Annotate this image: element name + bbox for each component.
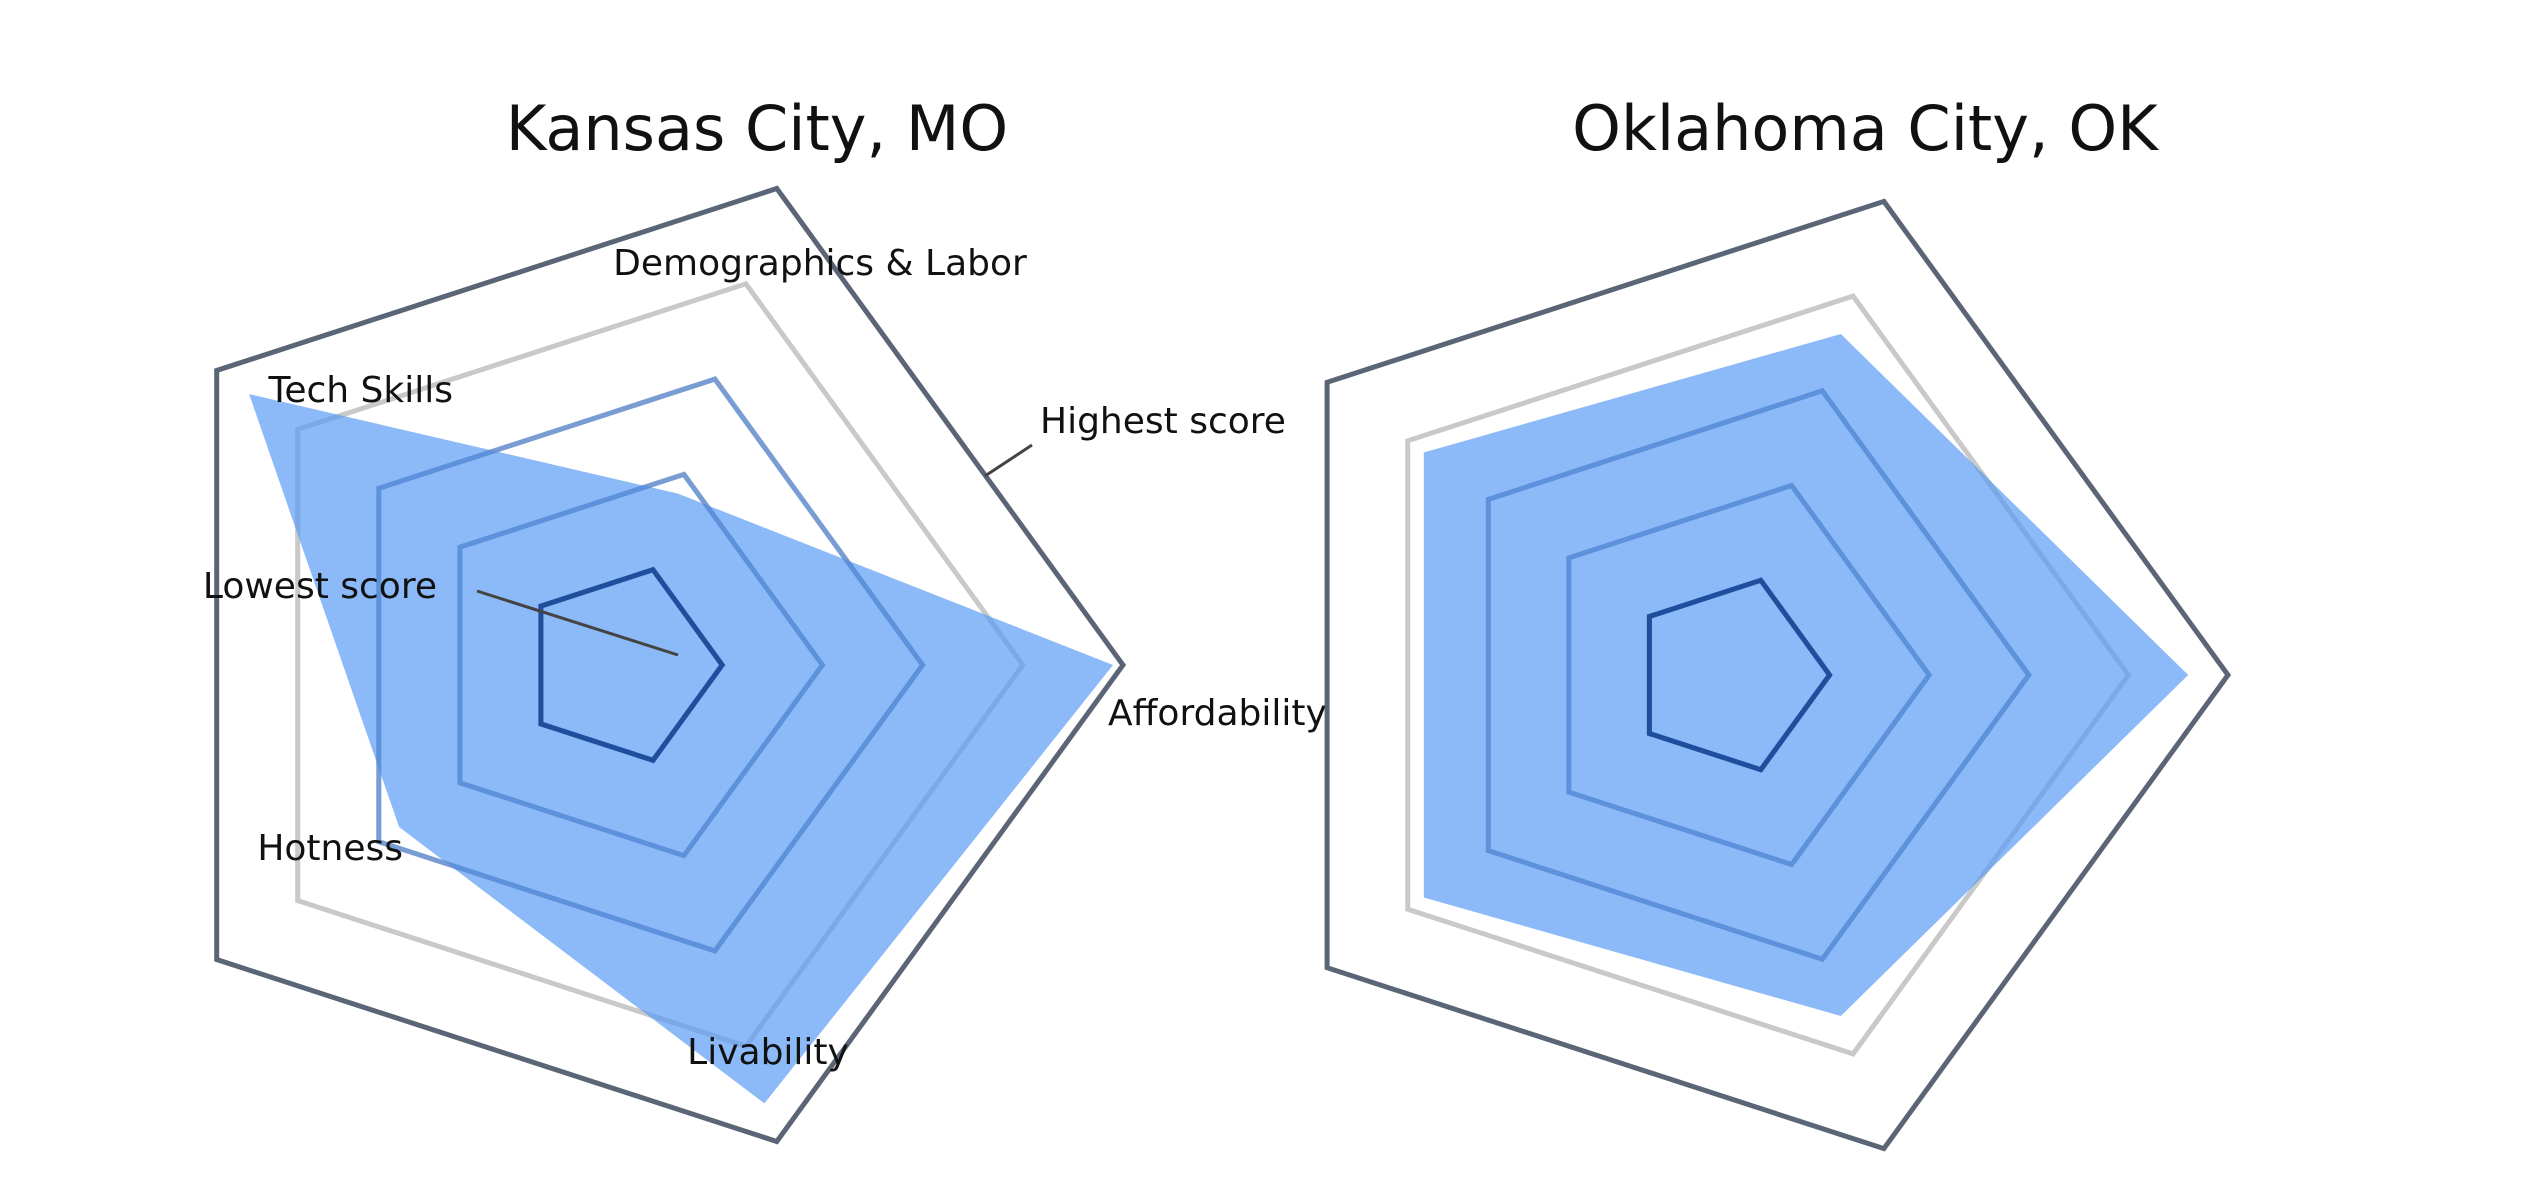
data-point-tech-skills bbox=[1422, 451, 1426, 455]
annotation-lowest-score: Lowest score bbox=[203, 566, 437, 607]
ring-1 bbox=[1324, 198, 2232, 1152]
data-area bbox=[249, 394, 1114, 1104]
data-point-affordability bbox=[1111, 663, 1115, 667]
ring-overlay-0-4 bbox=[457, 471, 826, 859]
data-point-hotness bbox=[1422, 896, 1426, 900]
data-point-demographics-and-labor bbox=[676, 492, 680, 496]
axis-label-tech-skills: Tech Skills bbox=[267, 370, 453, 411]
axis-label-hotness: Hotness bbox=[257, 828, 403, 869]
annotation-leader-lowest-score bbox=[476, 589, 679, 657]
ring-overlay-0-6 bbox=[1485, 387, 2032, 963]
data-point-tech-skills bbox=[247, 392, 251, 396]
radar-chart-kansas-city: Kansas City, MO Demographics & Labor Affor… bbox=[203, 92, 1327, 1145]
chart-title: Kansas City, MO bbox=[506, 92, 1008, 165]
ring-overlay-0-4 bbox=[1566, 482, 1933, 868]
chart-title: Oklahoma City, OK bbox=[1572, 92, 2159, 165]
ring-1 bbox=[214, 185, 1127, 1145]
data-point-livability bbox=[1839, 1014, 1843, 1018]
data-area bbox=[1423, 334, 2189, 1016]
ring-0-8 bbox=[295, 280, 1026, 1050]
ring-overlay-0-2 bbox=[1646, 577, 1833, 773]
axis-label-livability: Livability bbox=[687, 1032, 849, 1073]
axis-label-demographics-and-labor: Demographics & Labor bbox=[613, 243, 1027, 284]
annotation-leader-highest-score bbox=[984, 443, 1033, 478]
data-point-demographics-and-labor bbox=[1839, 332, 1843, 336]
radar-chart-oklahoma-city: Oklahoma City, OK bbox=[1324, 92, 2232, 1152]
ring-overlay-0-2 bbox=[538, 566, 726, 764]
ring-overlay-0-6 bbox=[376, 376, 926, 954]
data-point-livability bbox=[762, 1101, 766, 1105]
data-point-affordability bbox=[2186, 673, 2190, 677]
annotation-highest-score: Highest score bbox=[1040, 401, 1286, 442]
axis-label-affordability: Affordability bbox=[1108, 693, 1327, 734]
